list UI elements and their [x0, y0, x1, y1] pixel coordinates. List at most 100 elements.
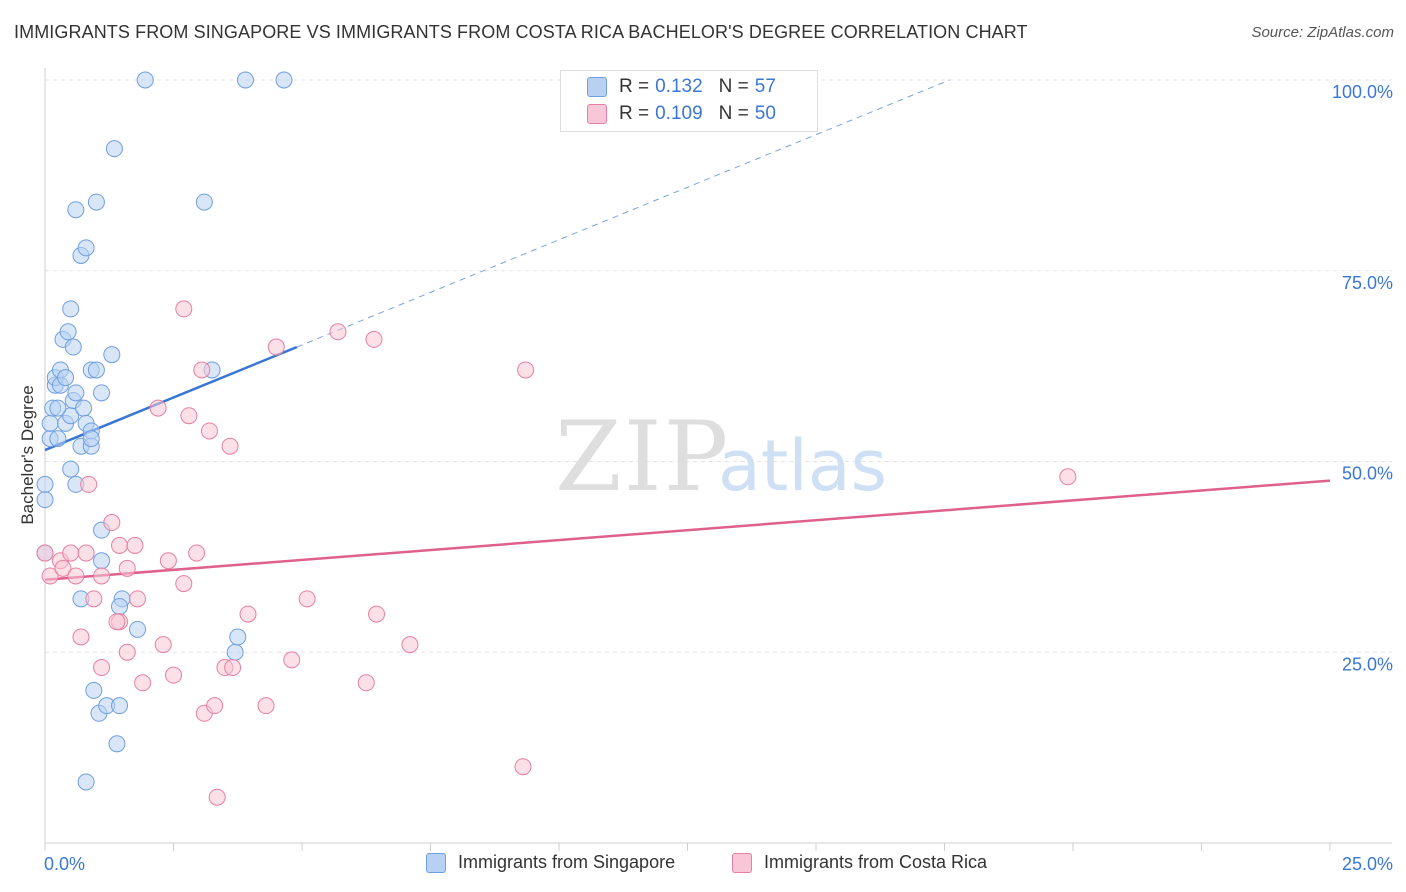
point-singapore [85, 681, 103, 699]
point-singapore [77, 239, 95, 257]
point-costa-rica [85, 590, 103, 608]
point-costa-rica [149, 399, 167, 417]
point-costa-rica [368, 605, 386, 623]
point-costa-rica [111, 536, 129, 554]
point-singapore [57, 369, 75, 387]
legend-r-value-costa-rica: 0.109 [655, 103, 703, 124]
point-costa-rica [126, 536, 144, 554]
legend-r-label: R = [619, 76, 650, 97]
point-singapore [82, 430, 100, 448]
point-costa-rica [298, 590, 316, 608]
point-costa-rica [72, 628, 90, 646]
point-costa-rica [62, 544, 80, 562]
point-singapore [67, 384, 85, 402]
point-costa-rica [54, 559, 72, 577]
grid-lines [45, 79, 1392, 653]
stats-legend: R = 0.132 N = 57 R = 0.109 N = 50 [560, 70, 818, 132]
bottom-legend-label-singapore: Immigrants from Singapore [458, 852, 676, 872]
point-singapore [62, 300, 80, 318]
y-tick-label: 75.0% [1342, 273, 1393, 293]
point-costa-rica [221, 437, 239, 455]
point-costa-rica [165, 666, 182, 684]
chart-title: IMMIGRANTS FROM SINGAPORE VS IMMIGRANTS … [14, 22, 1028, 42]
point-costa-rica [1059, 468, 1077, 486]
legend-n-label: N = [718, 76, 749, 97]
bottom-legend-costa-rica: Immigrants from Costa Rica [732, 852, 987, 873]
trend-line-singapore [44, 345, 298, 452]
point-singapore [236, 71, 254, 89]
y-tick-label: 100.0% [1332, 82, 1393, 102]
legend-n-value-singapore: 57 [754, 76, 776, 97]
bottom-legend-label-costa-rica: Immigrants from Costa Rica [764, 852, 988, 872]
point-costa-rica [206, 697, 224, 715]
point-singapore [93, 552, 111, 570]
y-axis-label: Bachelor's Degree [18, 385, 37, 525]
point-costa-rica [357, 674, 375, 692]
point-costa-rica [365, 330, 383, 348]
bottom-legend-swatch-costa-rica [732, 852, 752, 873]
point-singapore [103, 346, 121, 364]
point-costa-rica [257, 697, 275, 715]
point-costa-rica [283, 651, 301, 669]
y-tick-label: 25.0% [1342, 654, 1393, 674]
point-costa-rica [188, 544, 206, 562]
point-singapore [75, 399, 93, 417]
data-points [36, 71, 1077, 806]
point-costa-rica [67, 567, 85, 585]
watermark-zip: ZIP [555, 401, 730, 513]
point-costa-rica [517, 361, 535, 379]
point-singapore [87, 193, 105, 211]
point-costa-rica [118, 559, 136, 577]
point-singapore [49, 399, 67, 417]
point-singapore [77, 773, 95, 791]
bottom-legend-singapore: Immigrants from Singapore [426, 852, 675, 873]
y-tick-label: 50.0% [1342, 464, 1393, 484]
point-costa-rica [36, 544, 54, 562]
point-singapore [93, 384, 111, 402]
source-label: Source: ZipAtlas.com [1251, 24, 1394, 41]
point-costa-rica [329, 323, 347, 341]
point-costa-rica [93, 567, 111, 585]
point-singapore [87, 361, 105, 379]
point-costa-rica [401, 636, 419, 654]
point-costa-rica [180, 407, 198, 425]
point-singapore [226, 643, 244, 661]
point-costa-rica [224, 659, 242, 677]
point-costa-rica [93, 659, 111, 677]
point-costa-rica [514, 758, 532, 776]
point-singapore [36, 475, 54, 493]
point-costa-rica [267, 338, 285, 356]
point-costa-rica [154, 636, 172, 654]
point-singapore [41, 414, 59, 432]
legend-row-costa-rica: R = 0.109 N = 50 [587, 102, 776, 126]
point-costa-rica [159, 552, 177, 570]
point-costa-rica [175, 300, 193, 318]
point-costa-rica [41, 567, 59, 585]
point-singapore [64, 338, 82, 356]
point-singapore [129, 620, 147, 638]
legend-n-label: N = [718, 103, 749, 124]
point-singapore [111, 697, 129, 715]
point-singapore [36, 491, 54, 509]
point-singapore [67, 201, 85, 219]
legend-swatch-costa-rica [587, 104, 607, 124]
point-singapore [136, 71, 154, 89]
trend-line-singapore-extended [296, 79, 950, 348]
point-singapore [59, 323, 77, 341]
watermark-atlas: atlas [718, 425, 887, 507]
point-costa-rica [129, 590, 147, 608]
point-costa-rica [200, 422, 218, 440]
point-costa-rica [108, 613, 126, 631]
legend-r-label: R = [619, 103, 650, 124]
x-tick-labels: 0.0% 25.0% [44, 854, 1393, 874]
point-costa-rica [118, 643, 136, 661]
y-tick-labels: 25.0% 50.0% 75.0% 100.0% [1332, 82, 1393, 674]
x-tick-label: 25.0% [1342, 854, 1393, 874]
bottom-legend-swatch-singapore [426, 852, 446, 873]
point-costa-rica [80, 475, 98, 493]
point-singapore [275, 71, 293, 89]
point-singapore [111, 597, 129, 615]
point-singapore [49, 430, 67, 448]
point-costa-rica [77, 544, 95, 562]
watermark: ZIP atlas [555, 401, 887, 513]
